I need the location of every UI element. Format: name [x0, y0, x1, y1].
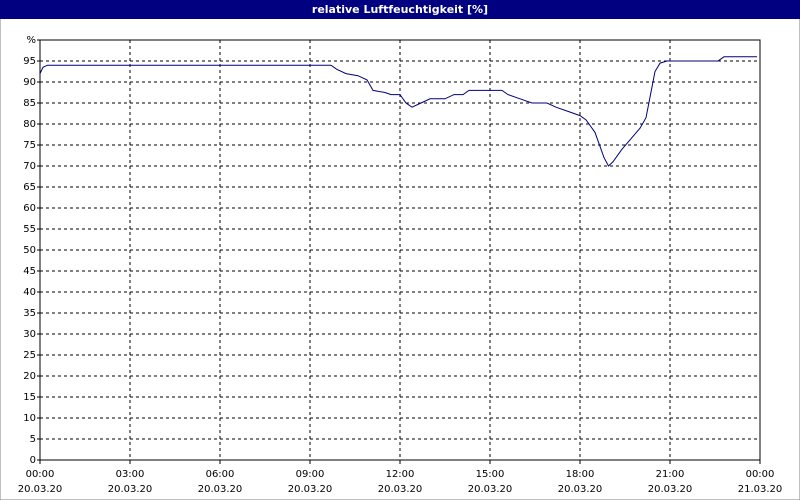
x-tick-label: 21:00 — [656, 469, 685, 480]
x-tick-date: 21.03.20 — [738, 484, 783, 495]
x-tick-label: 00:00 — [26, 469, 55, 480]
x-tick-date: 20.03.20 — [378, 484, 423, 495]
x-tick-label: 03:00 — [116, 469, 145, 480]
y-tick-label: 90 — [23, 77, 36, 88]
x-tick-label: 12:00 — [386, 469, 415, 480]
y-tick-label: 35 — [23, 308, 36, 319]
line — [39, 56, 757, 167]
x-tick-date: 20.03.20 — [108, 484, 153, 495]
y-tick-label: 95 — [23, 56, 36, 67]
x-tick-label: 06:00 — [206, 469, 235, 480]
x-tick-date: 20.03.20 — [648, 484, 693, 495]
y-tick-label: 10 — [23, 413, 36, 424]
y-tick-label: % — [26, 35, 36, 46]
y-tick-label: 65 — [23, 182, 36, 193]
x-tick-date: 20.03.20 — [288, 484, 333, 495]
y-tick-label: 15 — [23, 392, 36, 403]
x-tick-label: 00:00 — [746, 469, 775, 480]
x-tick-label: 18:00 — [566, 469, 595, 480]
y-tick-label: 85 — [23, 98, 36, 109]
y-tick-label: 40 — [23, 287, 36, 298]
y-tick-label: 50 — [23, 245, 36, 256]
y-tick-label: 0 — [30, 455, 36, 466]
y-tick-label: 5 — [30, 434, 36, 445]
y-tick-label: 55 — [23, 224, 36, 235]
x-tick-label: 15:00 — [476, 469, 505, 480]
x-tick-label: 09:00 — [296, 469, 325, 480]
y-tick-label: 30 — [23, 329, 36, 340]
y-tick-label: 70 — [23, 161, 36, 172]
x-tick-date: 20.03.20 — [198, 484, 243, 495]
chart-title: relative Luftfeuchtigkeit [%] — [312, 3, 488, 16]
y-tick-label: 60 — [23, 203, 36, 214]
y-tick-label: 25 — [23, 350, 36, 361]
title-bar — [0, 0, 800, 19]
x-tick-date: 20.03.20 — [18, 484, 63, 495]
y-tick-label: 75 — [23, 140, 36, 151]
y-tick-label: 80 — [23, 119, 36, 130]
x-tick-date: 20.03.20 — [558, 484, 603, 495]
x-tick-date: 20.03.20 — [468, 484, 513, 495]
y-tick-label: 45 — [23, 266, 36, 277]
y-tick-label: 20 — [23, 371, 36, 382]
